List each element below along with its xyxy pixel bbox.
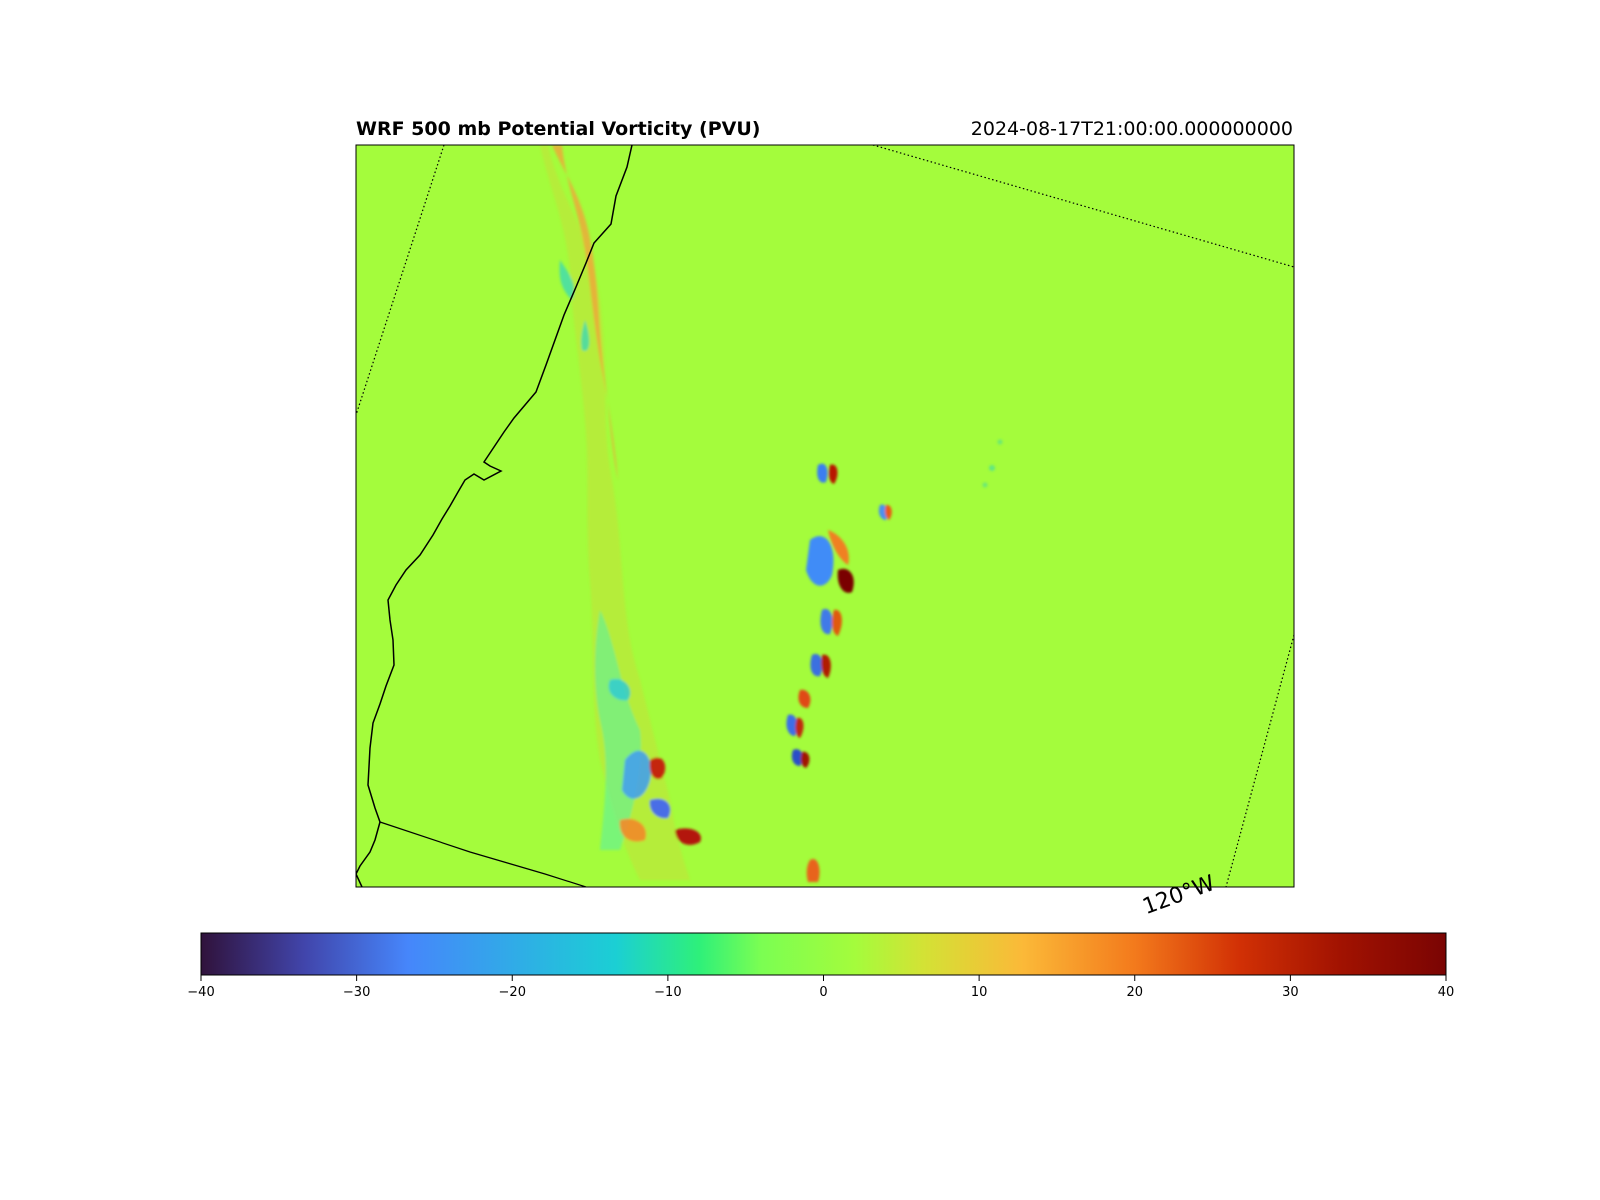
colorbar-tick-label: 40 xyxy=(1437,985,1455,1000)
pv-band-west xyxy=(540,145,690,880)
colorbar-tick-label: −10 xyxy=(654,985,682,1000)
pv-chain-8r xyxy=(885,504,892,520)
colorbar xyxy=(200,932,1447,981)
pv-chain-7 xyxy=(791,749,803,766)
pv-chain-5 xyxy=(798,689,811,708)
colorbar-ticks xyxy=(200,975,1447,981)
pv-chain-9 xyxy=(806,859,820,882)
pv-cluster-sw-red2 xyxy=(675,828,701,845)
pv-cluster-sw-red xyxy=(649,757,666,780)
colorbar-tick-label: 0 xyxy=(819,985,828,1000)
map-frame xyxy=(355,144,1295,888)
pv-speck-1 xyxy=(989,465,995,471)
state-border xyxy=(379,821,587,887)
pv-anomalies xyxy=(356,145,1294,887)
pv-speck-3 xyxy=(982,482,988,488)
pv-chain-1r xyxy=(828,464,838,484)
colorbar-tick-label: −40 xyxy=(187,985,215,1000)
pv-cluster-sw-orange xyxy=(619,818,646,842)
gridline-west xyxy=(356,145,445,416)
pv-field-background xyxy=(356,145,1294,887)
pv-cluster-sw-blue xyxy=(622,750,651,799)
valid-time: 2024-08-17T21:00:00.000000000 xyxy=(970,118,1293,140)
gridline-north xyxy=(872,145,1294,268)
pv-cluster-sw-cyan xyxy=(608,679,631,701)
coastline xyxy=(356,145,633,887)
pv-chain-4 xyxy=(810,653,823,677)
pv-chain-6r xyxy=(795,717,804,738)
pv-chain-7r xyxy=(800,751,810,768)
pv-chain-1 xyxy=(817,463,828,483)
pv-chain-2r xyxy=(837,568,854,593)
pv-chain-3 xyxy=(820,608,833,635)
pv-speck-2 xyxy=(997,439,1003,445)
pv-band-cyan xyxy=(559,260,590,351)
colorbar-tick-label: 20 xyxy=(1126,985,1144,1000)
colorbar-gradient xyxy=(200,932,1447,976)
colorbar-tick-label: 10 xyxy=(970,985,988,1000)
colorbar-tick-label: −30 xyxy=(342,985,371,1000)
colorbar-tick-label: −20 xyxy=(498,985,526,1000)
map-title: WRF 500 mb Potential Vorticity (PVU) xyxy=(356,118,761,140)
pv-chain-6 xyxy=(786,714,798,736)
pv-chain-2 xyxy=(806,536,834,586)
pv-chain-4r xyxy=(821,654,831,678)
map-panel xyxy=(355,144,1295,888)
pv-chain-3r xyxy=(831,609,842,636)
pv-chain-2o xyxy=(828,530,849,565)
colorbar-tick-label: 30 xyxy=(1282,985,1299,1000)
pv-cluster-sw-blue2 xyxy=(649,798,671,819)
